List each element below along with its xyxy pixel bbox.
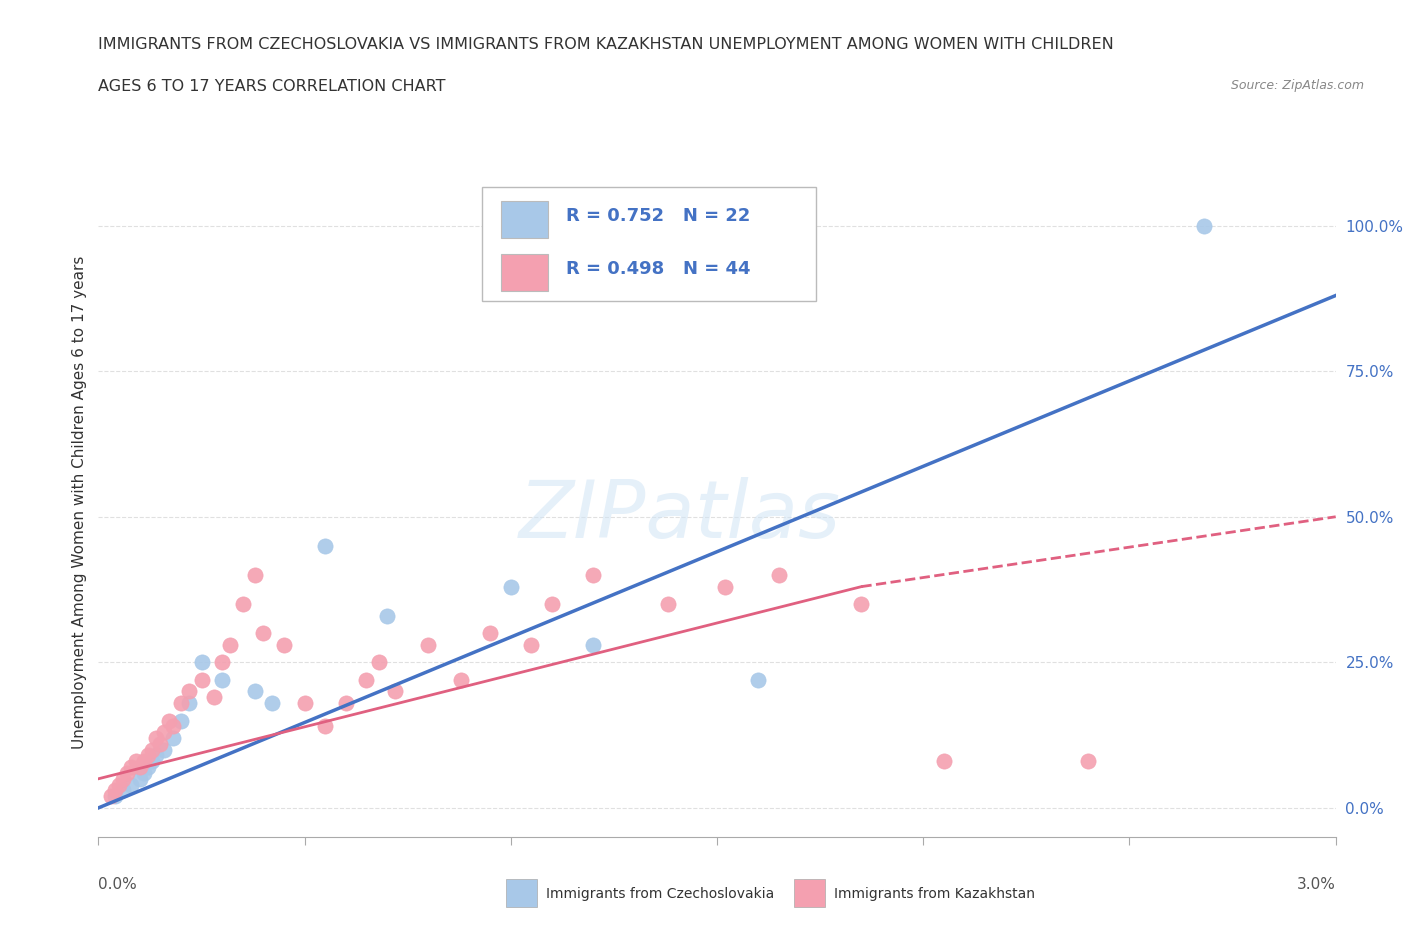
Text: IMMIGRANTS FROM CZECHOSLOVAKIA VS IMMIGRANTS FROM KAZAKHSTAN UNEMPLOYMENT AMONG : IMMIGRANTS FROM CZECHOSLOVAKIA VS IMMIGR… (98, 37, 1114, 52)
Point (1192, 219, 1215, 233)
Point (104, 783, 127, 798)
Point (260, 696, 283, 711)
Point (149, 737, 172, 751)
Point (714, 579, 737, 594)
Point (1077, 754, 1099, 769)
Point (243, 567, 266, 582)
Point (128, 760, 150, 775)
Point (768, 567, 790, 582)
Point (141, 754, 163, 769)
Point (211, 655, 233, 670)
Point (384, 684, 406, 698)
Point (252, 626, 274, 641)
Point (314, 538, 336, 553)
Point (190, 672, 212, 687)
Point (932, 754, 955, 769)
Point (747, 672, 769, 687)
Point (314, 719, 336, 734)
Point (170, 696, 193, 711)
Point (582, 637, 605, 652)
Point (120, 777, 142, 792)
Point (112, 771, 135, 786)
Text: 3.0%: 3.0% (1296, 877, 1336, 892)
Point (145, 731, 167, 746)
Point (153, 724, 176, 739)
Point (294, 696, 316, 711)
Point (136, 748, 159, 763)
Point (582, 567, 605, 582)
Bar (501, 255, 547, 291)
Point (145, 748, 167, 763)
Point (112, 783, 135, 798)
Text: Immigrants from Kazakhstan: Immigrants from Kazakhstan (834, 886, 1035, 901)
Point (479, 626, 502, 641)
Point (541, 597, 564, 612)
Point (120, 760, 142, 775)
Point (499, 579, 522, 594)
Point (190, 655, 212, 670)
Point (100, 789, 122, 804)
Point (117, 765, 139, 780)
Point (136, 760, 159, 775)
Text: Immigrants from Czechoslovakia: Immigrants from Czechoslovakia (546, 886, 773, 901)
Point (356, 672, 378, 687)
Point (273, 637, 295, 652)
Point (520, 637, 543, 652)
Point (162, 731, 184, 746)
Text: ZIPatlas: ZIPatlas (519, 476, 841, 554)
Point (202, 690, 225, 705)
Point (179, 684, 201, 698)
Point (179, 696, 201, 711)
Point (170, 713, 193, 728)
Point (124, 754, 146, 769)
Point (157, 713, 180, 728)
Point (211, 672, 233, 687)
Point (132, 765, 155, 780)
Y-axis label: Unemployment Among Women with Children Ages 6 to 17 years: Unemployment Among Women with Children A… (72, 256, 87, 749)
Point (132, 754, 155, 769)
Point (335, 696, 357, 711)
Point (219, 637, 242, 652)
Text: R = 0.498   N = 44: R = 0.498 N = 44 (567, 260, 751, 278)
FancyBboxPatch shape (482, 188, 815, 301)
Point (104, 789, 127, 804)
Point (232, 597, 254, 612)
Bar (501, 201, 547, 238)
Point (375, 608, 398, 623)
Text: Source: ZipAtlas.com: Source: ZipAtlas.com (1230, 79, 1364, 92)
Point (367, 655, 389, 670)
Point (162, 719, 184, 734)
Point (418, 637, 440, 652)
Point (153, 742, 176, 757)
Point (450, 672, 472, 687)
Point (141, 742, 163, 757)
Text: 0.0%: 0.0% (98, 877, 138, 892)
Point (243, 684, 266, 698)
Point (108, 777, 131, 792)
Point (128, 771, 150, 786)
Point (657, 597, 679, 612)
Point (851, 597, 873, 612)
Text: AGES 6 TO 17 YEARS CORRELATION CHART: AGES 6 TO 17 YEARS CORRELATION CHART (98, 79, 446, 94)
Text: R = 0.752   N = 22: R = 0.752 N = 22 (567, 206, 751, 225)
